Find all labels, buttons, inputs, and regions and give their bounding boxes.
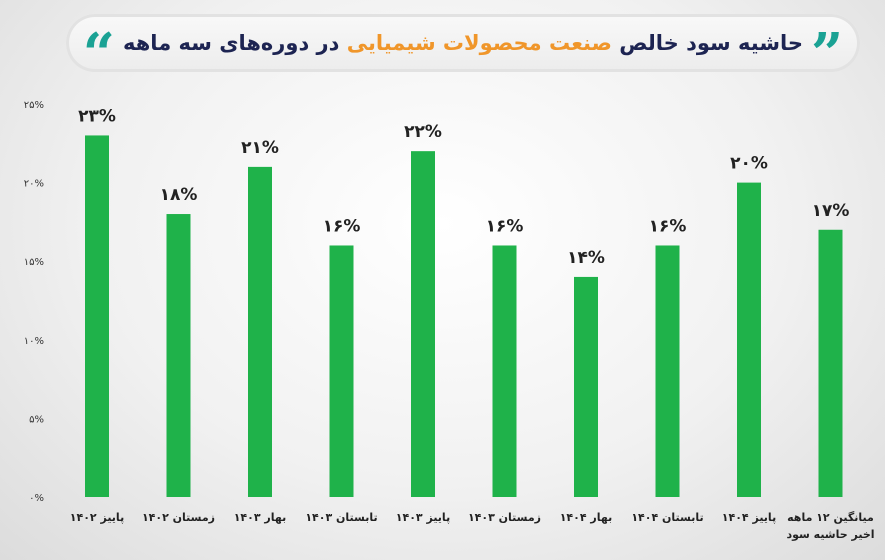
title-part1: حاشیه سود خالص (619, 31, 803, 55)
x-tick-label: تابستان ۱۴۰۴ (631, 511, 703, 524)
y-tick-label: ۱۰% (24, 336, 44, 347)
bar (85, 135, 109, 497)
x-tick-label: میانگین ۱۲ ماهه (787, 511, 874, 524)
data-label: ۲۲% (404, 122, 442, 142)
data-label: ۱۶% (323, 216, 361, 236)
data-label: ۲۳% (78, 106, 116, 126)
closing-quote-icon: ” (810, 21, 844, 87)
data-label: ۱۶% (486, 216, 524, 236)
bar (166, 214, 191, 498)
y-tick-label: ۵% (29, 414, 44, 425)
title-banner: ” حاشیه سود خالص صنعت محصولات شیمیایی در… (66, 14, 860, 82)
x-tick-label: زمستان ۱۴۰۲ (142, 511, 215, 524)
x-tick-label: پاییز ۱۴۰۳ (396, 511, 450, 524)
title-part2: در دوره‌های سه ماهه (123, 31, 340, 55)
bar (737, 182, 761, 497)
x-tick-label: پاییز ۱۴۰۲ (70, 511, 124, 524)
data-label: ۱۴% (567, 248, 605, 268)
title-highlight: صنعت محصولات شیمیایی (346, 31, 612, 55)
bar (655, 245, 680, 497)
y-tick-label: ۱۵% (24, 257, 44, 268)
x-tick-label: بهار ۱۴۰۳ (234, 511, 287, 524)
y-tick-label: ۲۵% (24, 100, 44, 111)
x-tick-label: تابستان ۱۴۰۳ (305, 511, 377, 524)
x-tick-label: پاییز ۱۴۰۴ (722, 511, 776, 524)
x-tick-label: بهار ۱۴۰۴ (560, 511, 613, 524)
bar (574, 276, 598, 497)
bar (248, 166, 272, 497)
y-tick-label: ۲۰% (24, 179, 44, 190)
data-label: ۲۱% (241, 138, 279, 158)
y-tick-label: ۰% (29, 493, 44, 504)
x-tick-label: زمستان ۱۴۰۳ (468, 511, 541, 524)
data-label: ۲۰% (730, 154, 768, 174)
x-tick-label: اخیر حاشیه سود (786, 528, 874, 541)
bar (492, 245, 517, 497)
bar (818, 229, 843, 497)
bar (411, 151, 435, 497)
data-label: ۱۶% (649, 216, 687, 236)
data-label: ۱۷% (812, 201, 850, 221)
bar (329, 245, 354, 497)
data-label: ۱۸% (160, 185, 198, 205)
chart-title: حاشیه سود خالص صنعت محصولات شیمیایی در د… (123, 31, 803, 55)
opening-quote-icon: “ (82, 21, 116, 87)
